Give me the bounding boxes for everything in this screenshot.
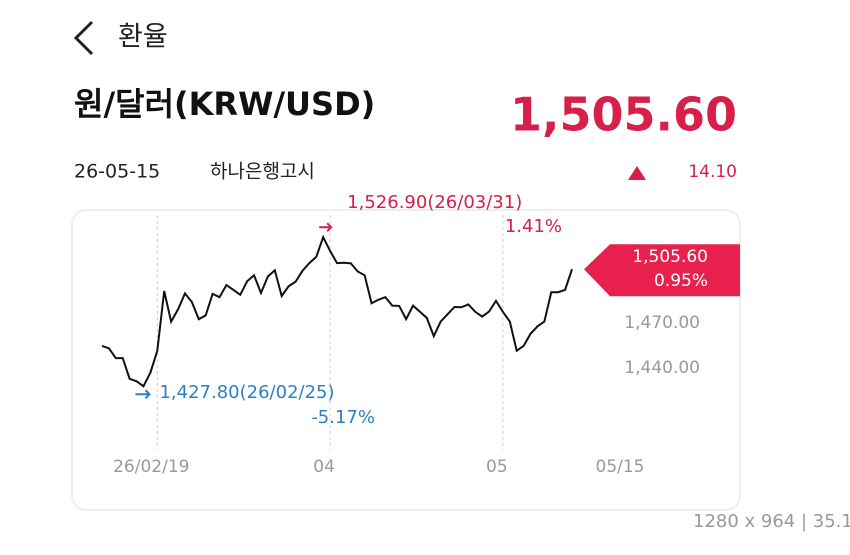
x-tick-label: 26/02/19 <box>113 457 189 477</box>
date: 26-05-15 <box>74 161 160 183</box>
header-title: 환율 <box>118 22 168 53</box>
up-icon <box>628 166 646 180</box>
high-arrow <box>319 222 333 232</box>
source: 하나은행고시 <box>210 161 315 183</box>
chart-card <box>71 209 741 511</box>
low-label: 1,427.80(26/02/25) <box>159 382 334 403</box>
change: 14.10 <box>688 162 737 182</box>
x-tick-label: 05/15 <box>596 457 645 477</box>
high-change: 1.41% <box>505 216 562 237</box>
chart: 1,470.00 1,440.00 26/02/19 04 05 05/15 1,526.9… <box>101 192 740 477</box>
y-tick-label: 1,470.00 <box>624 313 700 333</box>
low-arrow <box>135 389 151 399</box>
line <box>101 234 573 388</box>
current-tag <box>584 244 740 297</box>
x-tick-label: 04 <box>313 457 335 477</box>
high-label: 1,526.90(26/03/31) <box>347 192 522 213</box>
pair-name: 원/달러(KRW/USD) <box>74 85 375 123</box>
y-tick-label: 1,440.00 <box>624 358 700 378</box>
current-label: 1,505.60 <box>632 247 708 267</box>
x-tick-label: 05 <box>486 457 508 477</box>
back-button[interactable] <box>73 20 94 56</box>
rate: 1,505.60 <box>510 88 737 142</box>
low-change: -5.17% <box>311 407 375 428</box>
image-info: 1280 x 964 | 35.1KB <box>693 511 850 532</box>
current-change: 0.95% <box>654 271 708 291</box>
